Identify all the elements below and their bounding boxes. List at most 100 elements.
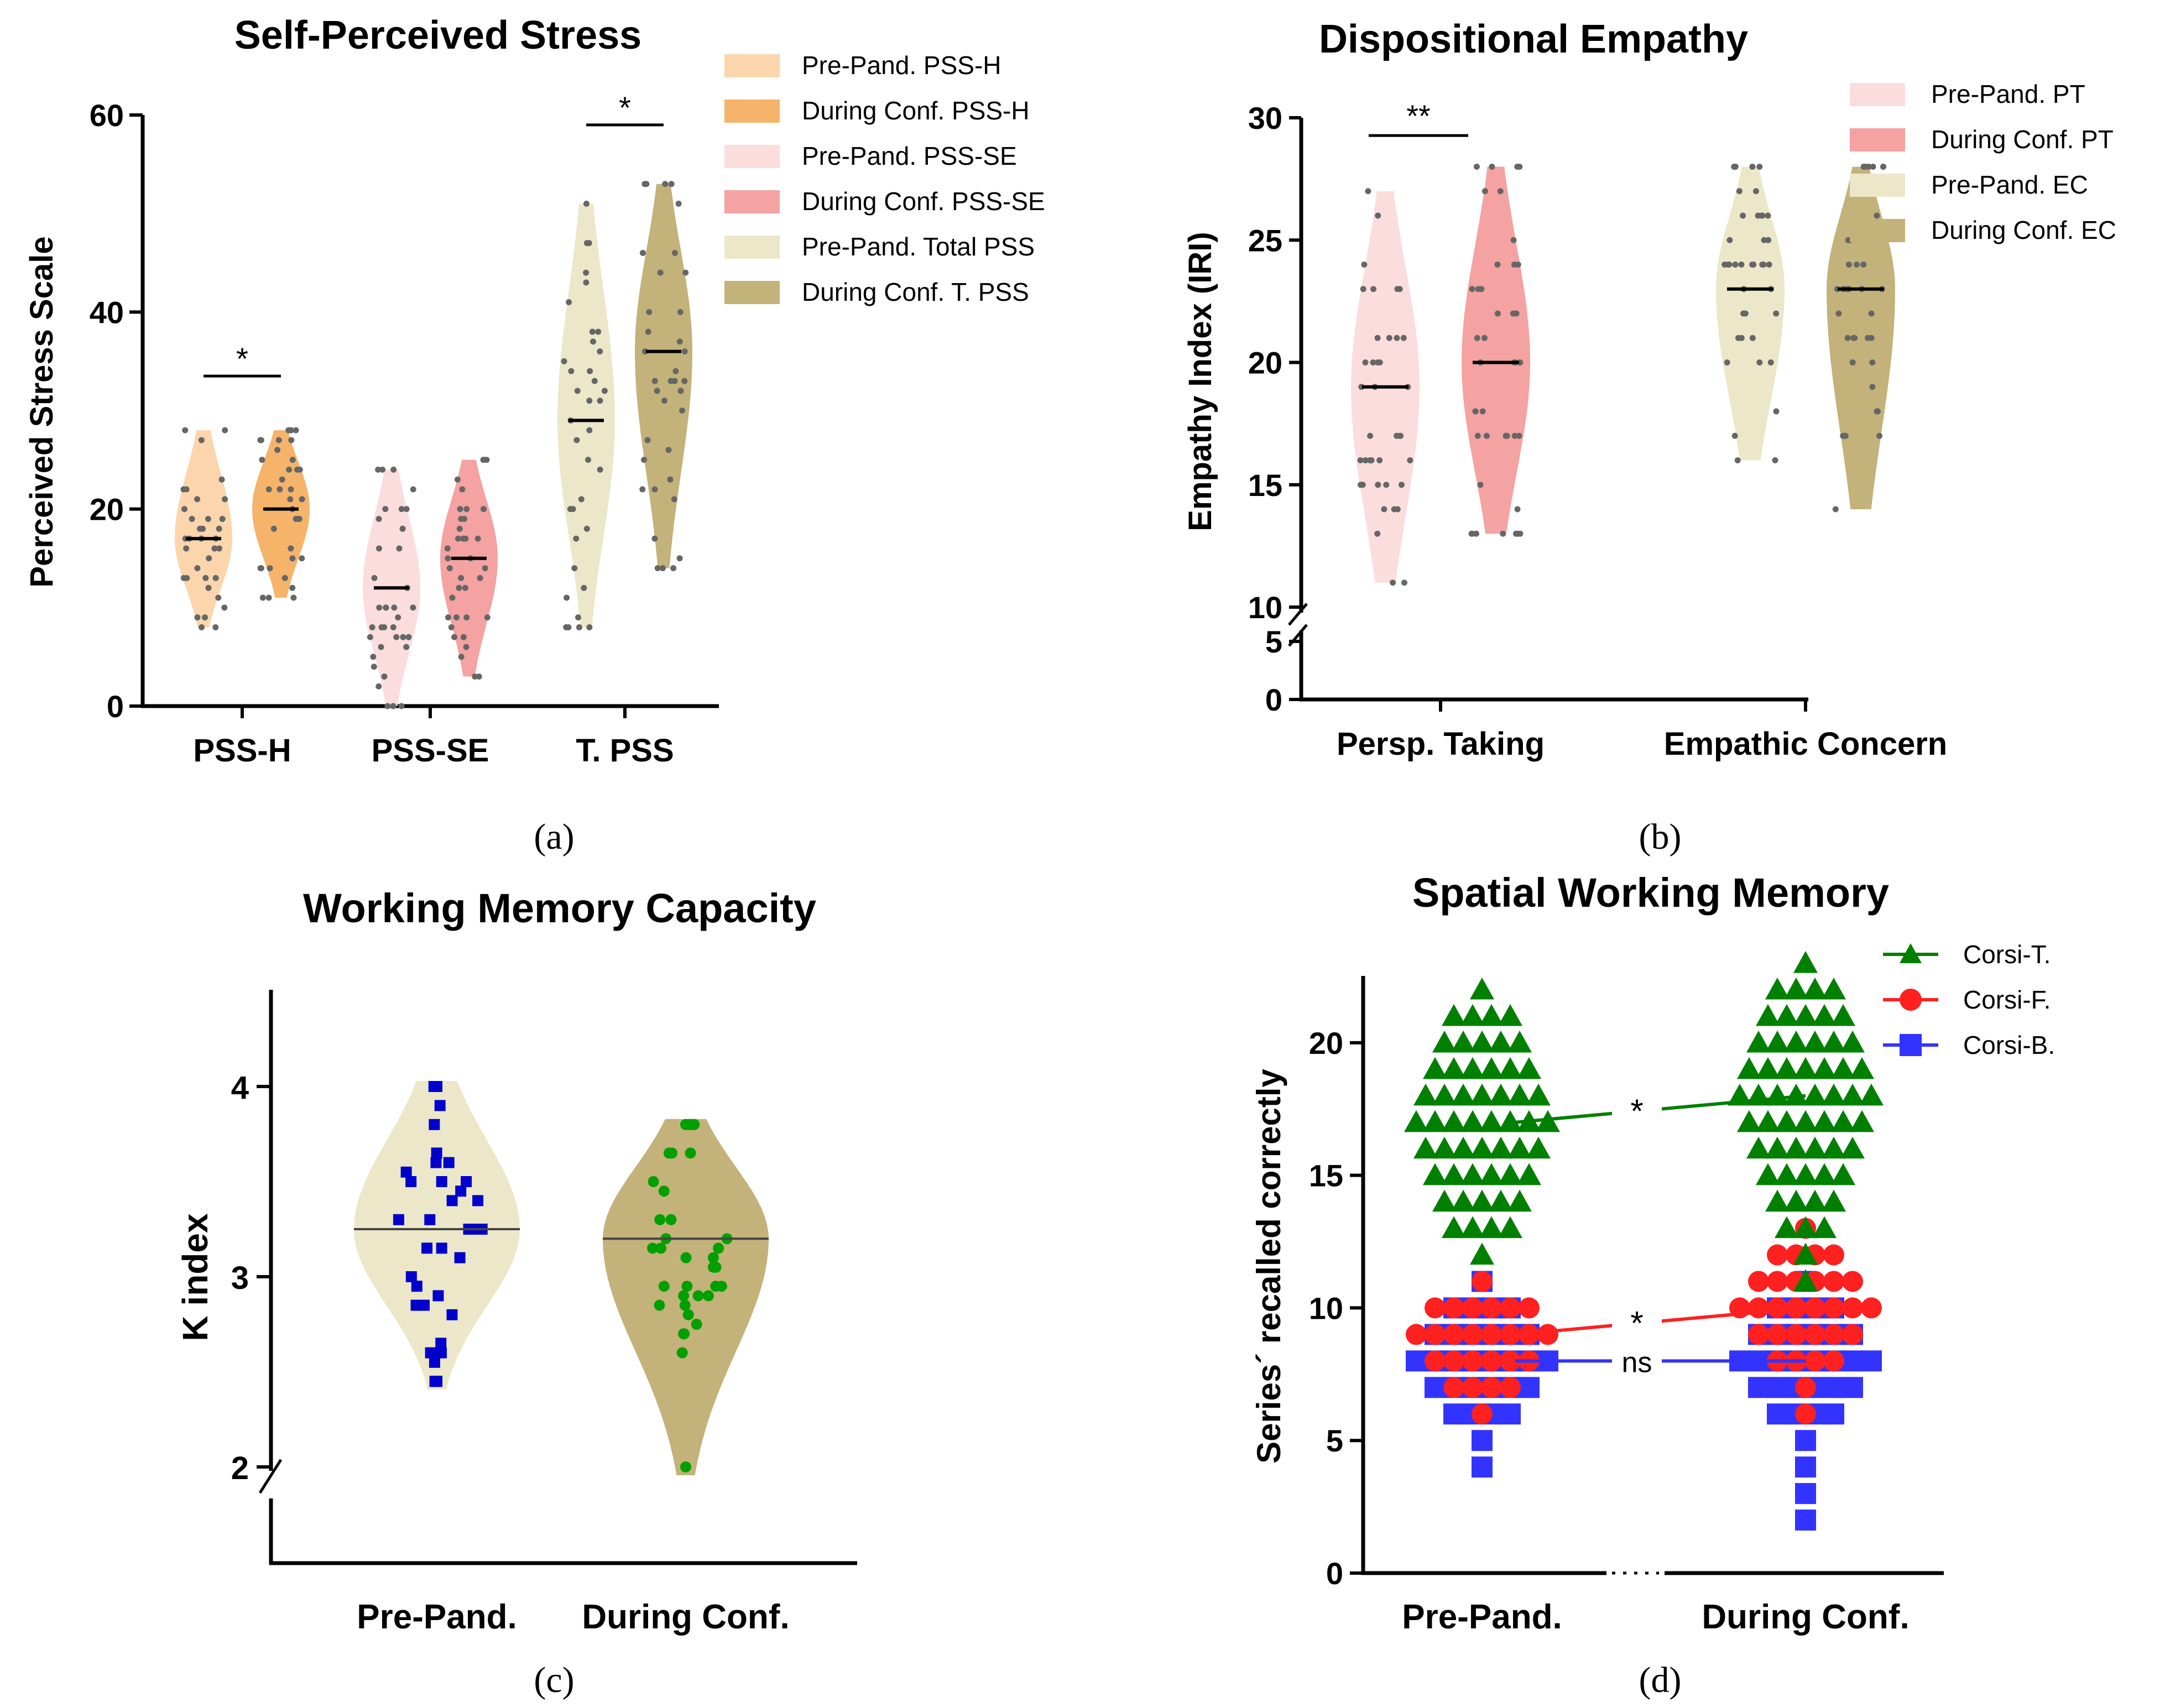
data-point — [1507, 1189, 1532, 1212]
data-point — [1460, 1004, 1485, 1026]
data-point — [597, 398, 603, 404]
data-point — [286, 466, 293, 473]
data-point — [1784, 977, 1808, 1000]
y-axis-label: K index — [175, 1213, 215, 1341]
data-point — [379, 466, 386, 473]
x-tick-label: Persp. Taking — [1337, 726, 1545, 762]
caption-d: (d) — [1639, 1660, 1682, 1700]
significance-annotation: * — [1630, 1093, 1643, 1130]
data-point — [1823, 1297, 1844, 1319]
data-point — [390, 624, 397, 630]
data-point — [1470, 1136, 1494, 1159]
data-point — [1483, 432, 1490, 439]
data-point — [222, 496, 228, 503]
data-point — [1870, 164, 1876, 170]
data-point — [1470, 977, 1494, 1000]
chart-title: Working Memory Capacity — [303, 885, 816, 931]
data-point — [1784, 1136, 1808, 1159]
data-point — [1784, 1189, 1808, 1212]
data-point — [258, 437, 264, 443]
y-tick-label: 40 — [90, 295, 124, 330]
data-point — [421, 1242, 433, 1254]
data-point — [482, 565, 488, 572]
x-tick-label: Empathic Concern — [1664, 726, 1947, 762]
data-point — [429, 1119, 440, 1130]
data-point — [1489, 1136, 1513, 1159]
x-tick-label: T. PSS — [576, 733, 674, 769]
chart-title: Dispositional Empathy — [1319, 17, 1748, 61]
data-point — [1822, 1136, 1846, 1159]
data-point — [1470, 1030, 1494, 1053]
panel-b-dispositional-empathy: Dispositional Empathy Empathy Index (IRI)… — [1182, 17, 2116, 762]
data-point — [390, 703, 397, 709]
data-point — [1758, 212, 1765, 219]
data-point — [1507, 1136, 1532, 1159]
data-point — [1876, 432, 1883, 439]
data-point — [1726, 237, 1733, 243]
data-point — [1765, 1189, 1790, 1212]
data-point — [1425, 1324, 1446, 1345]
data-point — [1442, 1163, 1466, 1185]
data-point — [680, 1461, 691, 1472]
data-point — [666, 1147, 678, 1159]
legend-swatch — [724, 236, 780, 259]
data-point — [1822, 1189, 1846, 1212]
data-point — [1470, 1189, 1494, 1212]
data-point — [369, 624, 375, 630]
data-point — [398, 506, 405, 513]
annotation-background — [1612, 1089, 1662, 1124]
data-point — [583, 200, 589, 207]
data-point — [668, 181, 675, 187]
data-point — [679, 1299, 691, 1311]
legend-swatch — [724, 100, 780, 123]
data-point — [665, 1214, 677, 1225]
data-point — [1765, 1030, 1790, 1053]
data-point — [446, 565, 453, 572]
data-point — [1362, 359, 1369, 365]
data-point — [707, 1252, 719, 1263]
chart-title: Spatial Working Memory — [1412, 870, 1889, 916]
data-point — [1748, 1271, 1769, 1292]
data-point — [1432, 1030, 1457, 1053]
data-point — [289, 584, 296, 591]
legend-marker — [1900, 1034, 1922, 1056]
data-point — [1462, 1350, 1483, 1372]
data-point — [1374, 530, 1381, 537]
data-point — [194, 496, 201, 503]
data-point — [601, 388, 608, 394]
data-point — [1803, 1136, 1827, 1159]
data-point — [430, 1157, 442, 1168]
data-point — [456, 584, 462, 591]
data-point — [483, 457, 490, 463]
data-point — [403, 506, 410, 513]
data-point — [405, 634, 412, 640]
data-point — [1772, 457, 1778, 463]
data-point — [665, 447, 672, 453]
data-point — [587, 368, 593, 374]
data-point — [1822, 1030, 1846, 1053]
data-point — [1756, 1163, 1780, 1185]
data-point — [435, 1338, 447, 1349]
data-point — [455, 535, 461, 542]
data-point — [1494, 310, 1501, 317]
y-tick-label: 5 — [1265, 624, 1282, 659]
data-point — [1793, 1269, 1818, 1292]
data-point — [597, 348, 603, 355]
data-point — [1823, 1271, 1844, 1292]
data-point — [1469, 286, 1475, 292]
annotation-background — [1612, 1301, 1662, 1336]
data-point — [1731, 432, 1738, 439]
data-point — [1386, 335, 1392, 341]
data-point — [202, 574, 209, 581]
data-point — [679, 408, 686, 414]
data-point — [583, 525, 590, 532]
data-point — [1477, 482, 1484, 488]
data-point — [1795, 1430, 1816, 1451]
axis-break-mark — [1288, 603, 1308, 626]
data-point — [1842, 1271, 1863, 1292]
data-point — [474, 535, 481, 542]
data-point — [1474, 335, 1480, 341]
data-point — [288, 545, 294, 552]
data-point — [259, 457, 265, 463]
legend-label: Pre-Pand. PT — [1931, 80, 2085, 108]
